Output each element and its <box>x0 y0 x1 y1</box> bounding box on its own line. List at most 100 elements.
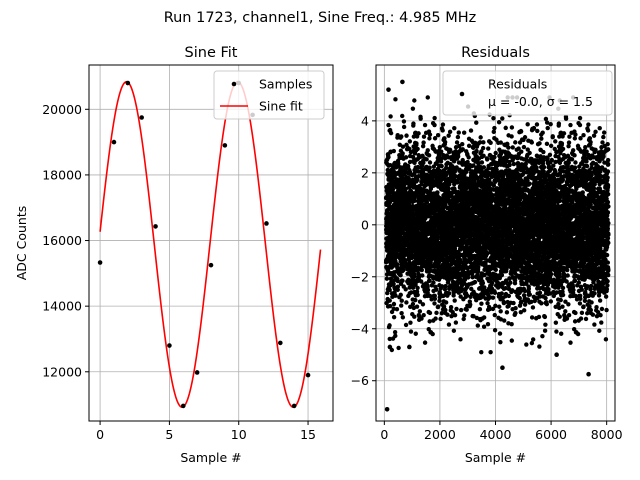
residual-point <box>396 161 401 166</box>
sample-point <box>139 115 144 120</box>
residual-point <box>492 154 497 160</box>
residual-point <box>411 134 417 139</box>
residual-point <box>432 296 438 301</box>
residual-point <box>478 135 483 140</box>
residual-point <box>454 306 459 312</box>
residual-point <box>492 312 497 318</box>
residual-point <box>395 278 401 284</box>
residual-point <box>506 293 512 299</box>
residual-point <box>446 291 452 296</box>
residual-point <box>481 140 486 145</box>
residual-point <box>497 331 503 336</box>
residual-point <box>401 119 407 124</box>
residual-point <box>400 315 406 320</box>
residual-point <box>433 316 438 321</box>
residual-point <box>461 130 467 135</box>
sample-point <box>222 143 228 148</box>
residual-point <box>481 315 487 320</box>
residual-point <box>453 320 459 325</box>
residual-point <box>491 116 496 121</box>
residual-point <box>400 151 405 156</box>
y-axis-label: ADC Counts <box>14 206 29 281</box>
residual-point <box>403 260 408 265</box>
residual-point <box>391 281 396 287</box>
residual-points <box>383 79 611 412</box>
residual-point <box>435 133 441 138</box>
residual-point <box>458 307 464 313</box>
residual-point <box>421 312 426 318</box>
residual-point <box>427 136 432 141</box>
residual-point <box>400 144 406 149</box>
residual-point <box>395 287 400 292</box>
residual-point <box>427 165 432 170</box>
residual-point <box>513 140 518 145</box>
residual-point <box>431 280 436 285</box>
residual-point <box>502 318 507 323</box>
residual-point <box>384 276 390 281</box>
residual-point <box>442 139 448 145</box>
residual-point <box>500 116 505 121</box>
residual-point <box>421 140 426 145</box>
residual-point <box>410 285 416 290</box>
y-tick-label: 16000 <box>42 233 82 248</box>
residual-point <box>474 148 479 154</box>
residual-point <box>452 298 457 303</box>
residual-point <box>477 307 483 312</box>
residual-point <box>415 285 420 291</box>
residual-point <box>432 122 437 128</box>
residual-point <box>414 304 420 309</box>
residual-point <box>498 140 503 145</box>
x-tick-label: 0 <box>96 427 104 442</box>
residual-point <box>399 303 404 308</box>
residual-point <box>488 349 493 355</box>
plot-area <box>97 80 322 409</box>
residual-point <box>513 305 518 311</box>
residual-point <box>492 125 497 131</box>
sample-point <box>167 343 172 348</box>
residual-point <box>503 125 508 131</box>
residual-point <box>445 312 450 317</box>
residual-point <box>386 154 391 160</box>
residual-point <box>403 155 409 160</box>
residual-point <box>486 146 491 151</box>
residual-point <box>507 162 512 168</box>
residual-point <box>462 313 467 318</box>
residual-point <box>434 310 439 316</box>
residual-point <box>387 287 392 293</box>
residual-point <box>427 160 433 165</box>
residual-point <box>509 125 515 130</box>
residual-point <box>414 141 419 146</box>
residual-point <box>412 274 417 279</box>
sample-point <box>153 224 158 229</box>
residual-point <box>511 300 516 306</box>
residual-point <box>497 304 502 309</box>
residual-point <box>443 283 448 289</box>
residual-point <box>479 349 484 355</box>
residual-point <box>446 322 452 327</box>
residual-point <box>413 297 418 303</box>
residual-point <box>424 157 429 162</box>
residual-point <box>452 125 457 131</box>
residual-point <box>387 323 392 328</box>
residual-point <box>403 186 409 191</box>
residual-point <box>479 160 485 165</box>
residual-point <box>420 273 425 278</box>
residual-point <box>491 129 496 135</box>
residual-point <box>392 329 398 335</box>
residual-point <box>510 145 515 150</box>
residual-point <box>481 165 487 170</box>
residual-point <box>509 321 514 327</box>
sample-point <box>291 403 297 409</box>
residual-point <box>426 153 432 158</box>
x-tick-label: 5 <box>165 427 173 442</box>
residual-point <box>425 95 430 100</box>
residual-point <box>410 106 416 111</box>
residual-point <box>474 120 479 125</box>
residual-point <box>456 130 461 135</box>
residual-point <box>419 267 424 273</box>
residual-point <box>408 320 413 325</box>
residual-point <box>385 290 390 296</box>
residual-point <box>398 292 403 298</box>
residual-point <box>388 130 394 136</box>
